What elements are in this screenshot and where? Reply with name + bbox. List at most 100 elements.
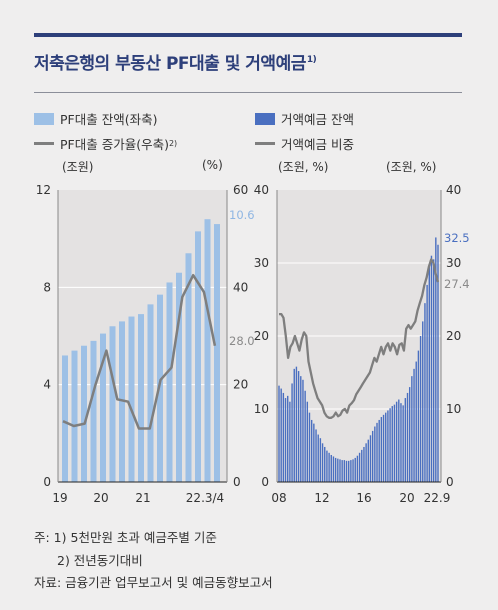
right-y-tick-label: 10 (254, 402, 269, 416)
legend-left-line-note: 2) (168, 139, 178, 148)
large-deposit-bar (378, 419, 380, 482)
legend-right-line: 거액예금 비중 (255, 134, 354, 153)
large-deposit-bar (350, 460, 352, 482)
large-deposit-bar (289, 401, 291, 482)
large-deposit-bar (356, 455, 359, 482)
large-deposit-bar (363, 446, 365, 482)
large-deposit-bar (400, 403, 402, 482)
legend-swatch-line (34, 142, 54, 145)
large-deposit-bar (348, 460, 350, 482)
legend-right-bar: 거액예금 잔액 (255, 109, 354, 128)
pf-loan-bar (90, 340, 97, 482)
large-deposit-bar (339, 459, 341, 482)
large-deposit-bar (419, 336, 422, 482)
large-deposit-bar (404, 398, 407, 482)
legend-swatch-dark-bar (255, 112, 275, 125)
large-deposit-bar (402, 405, 404, 482)
pf-loan-bar (176, 272, 182, 482)
right-y-tick-label: 40 (254, 183, 269, 197)
pf-growth-line (62, 273, 217, 430)
right-y2-tick-label: 20 (446, 329, 461, 343)
title-footnote-mark: 1) (306, 55, 317, 66)
right-y2-tick-label: 0 (446, 475, 454, 489)
large-deposit-bar (315, 429, 317, 482)
left-chart-right-unit: (%) (202, 158, 223, 172)
large-deposit-bar (337, 458, 339, 482)
large-deposit-bar (280, 388, 282, 482)
large-deposit-bar (358, 452, 361, 482)
large-deposit-bar (304, 390, 306, 482)
legend-swatch-light-bar (34, 112, 54, 125)
right-y2-tick-label: 10 (446, 402, 461, 416)
large-deposit-bar (341, 460, 343, 482)
large-deposit-bar (295, 366, 298, 482)
pf-loan-bar (100, 333, 106, 482)
large-deposit-bar (326, 450, 328, 482)
left-y2-tick-label: 60 (233, 183, 248, 197)
large-deposit-bar (317, 434, 319, 482)
large-deposit-bar (278, 385, 280, 482)
left-y-tick-label: 12 (36, 183, 51, 197)
large-deposit-bar (330, 454, 332, 482)
large-deposit-bar (424, 303, 426, 482)
pf-loan-bar (214, 224, 220, 483)
large-deposit-bar (282, 392, 285, 482)
large-deposit-bar (334, 457, 337, 482)
large-deposit-bar (310, 419, 313, 482)
large-deposit-bar (354, 457, 356, 482)
large-deposit-bar (328, 452, 330, 482)
left-y2-tick-label: 0 (233, 475, 241, 489)
large-deposit-bar (319, 438, 322, 482)
chart-title: 저축은행의 부동산 PF대출 및 거액예금1) (34, 49, 317, 74)
large-deposit-bar (313, 423, 315, 482)
large-deposit-bar (367, 439, 369, 482)
large-deposit-bar (297, 371, 300, 482)
left-x-tick-label: 20 (93, 491, 108, 505)
large-deposit-bar (387, 410, 389, 482)
left-x-tick-label: 21 (135, 491, 150, 505)
pf-loan-bar (166, 282, 173, 482)
large-deposit-bar (361, 449, 363, 482)
large-deposit-bar (352, 459, 354, 482)
large-deposit-bar (306, 401, 309, 482)
large-deposit-last-label: 32.5 (444, 231, 470, 245)
large-deposit-bar (376, 422, 378, 482)
large-deposit-bar (371, 430, 374, 482)
large-deposit-bar (415, 361, 417, 482)
large-deposit-bar (382, 414, 385, 482)
large-deposit-bar (345, 460, 348, 482)
right-y-tick-label: 30 (254, 256, 269, 270)
large-deposit-bar (428, 266, 430, 482)
title-bar-accent (34, 33, 462, 37)
pf-loan-bar (119, 321, 125, 482)
large-deposit-bar (332, 456, 335, 482)
left-y2-tick-label: 40 (233, 280, 248, 294)
left-y-tick-label: 4 (43, 378, 51, 392)
large-deposit-bar (374, 426, 376, 482)
right-y2-tick-label: 40 (446, 183, 461, 197)
large-deposit-bar (417, 350, 420, 482)
large-deposit-bar (302, 379, 304, 482)
large-deposit-bar (437, 244, 439, 482)
pf-loan-bar (109, 326, 116, 482)
large-deposit-bar (369, 435, 372, 482)
right-chart-left-unit: (조원, %) (278, 160, 329, 174)
right-x-tick-label: 16 (356, 491, 371, 505)
large-deposit-bar (365, 443, 367, 482)
right-x-tick-label: 12 (314, 491, 329, 505)
large-deposit-bar (406, 392, 409, 482)
pf-loan-bar (62, 355, 68, 482)
pf-loan-bar (81, 345, 87, 482)
large-deposit-bar (287, 395, 289, 482)
large-deposit-bar (430, 255, 433, 482)
right-x-tick-label: 20 (399, 491, 414, 505)
large-deposit-bar (391, 406, 393, 482)
right-y-tick-label: 0 (261, 475, 269, 489)
large-deposit-bar (389, 408, 391, 482)
large-deposit-bar (393, 404, 396, 482)
large-deposit-bar (291, 383, 293, 482)
legend-left-bar: PF대출 잔액(좌축) (34, 109, 157, 128)
right-x-tick-label: 22.9 (424, 491, 451, 505)
pf-loan-bar (195, 231, 201, 482)
large-deposit-bar (321, 443, 324, 482)
